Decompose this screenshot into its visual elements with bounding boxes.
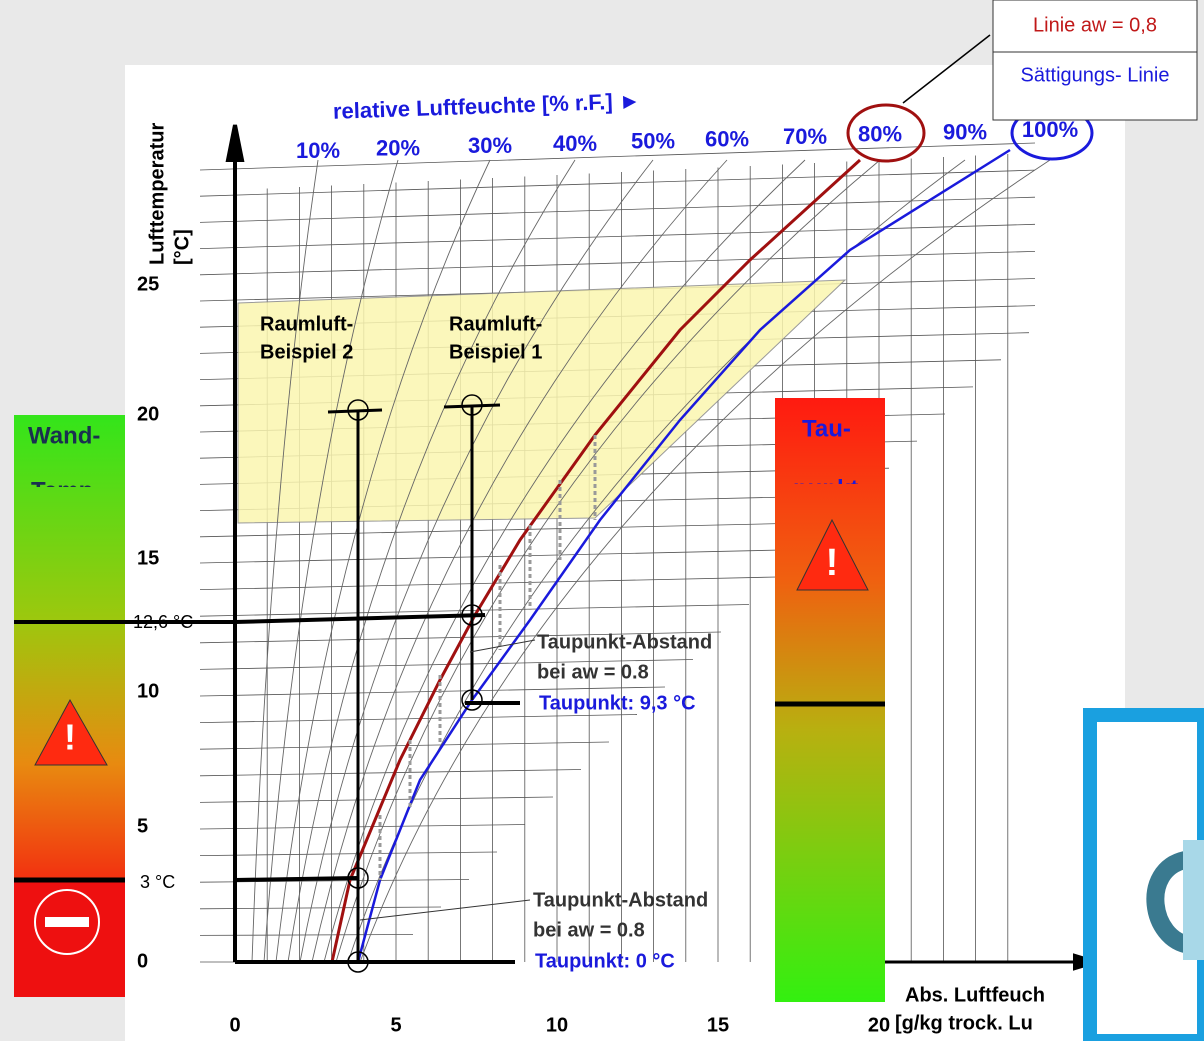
x-tick-label: 15: [707, 1014, 729, 1036]
h-grid: [199, 631, 722, 644]
highlight: [846, 103, 926, 163]
rh-label: 50%: [631, 129, 675, 154]
wall-label-clip: Temp.: [31, 477, 100, 504]
y-tick-label: 5: [137, 815, 148, 837]
rh-label: 30%: [468, 133, 512, 158]
h-grid: [199, 549, 806, 564]
h-grid: [199, 604, 750, 617]
y-tick-label: 20: [137, 403, 159, 425]
y-tick-label: 0: [137, 950, 148, 972]
x-axis-title: [g/kg trock. Lu: [895, 1012, 1033, 1034]
h-grid: [199, 714, 638, 723]
room-label: Raumluft-: [260, 313, 353, 335]
h-grid: [199, 686, 666, 697]
rh-label: 40%: [553, 131, 597, 156]
wall-label: Temp.: [31, 477, 100, 504]
rh-label: 90%: [943, 119, 987, 144]
warning-mark: !: [64, 717, 76, 758]
saturation-line: [356, 148, 1011, 963]
y-tick-label: 15: [137, 547, 159, 569]
x-tick-label: 0: [229, 1014, 240, 1036]
h-grid: [199, 196, 1036, 223]
rh-label: 20%: [376, 136, 420, 161]
h-grid: [199, 251, 1036, 276]
x-axis-title: Abs. Luftfeuch: [905, 984, 1045, 1006]
dew-bar: [775, 398, 885, 1002]
room-label: Beispiel 2: [260, 341, 353, 363]
annotation: Taupunkt-Abstand: [533, 889, 708, 911]
legend-box: [992, 51, 1198, 121]
rh-label: 100%: [1022, 117, 1078, 142]
h-grid: [199, 741, 610, 750]
annotation: bei aw = 0.8: [533, 919, 645, 941]
wall-label: Wand-: [28, 422, 100, 449]
annotation: bei aw = 0.8: [537, 661, 649, 683]
dew-label-clip: punkt: [793, 475, 858, 502]
annotation-dew: Taupunkt: 0 °C: [535, 950, 675, 972]
warning-mark: !: [826, 542, 839, 584]
h-grid: [199, 142, 1036, 171]
x-tick-label: 10: [546, 1014, 568, 1036]
rh-line: [263, 159, 399, 963]
annotation: Taupunkt-Abstand: [537, 631, 712, 653]
logo: [1146, 851, 1193, 954]
rh-label: 80%: [858, 122, 902, 147]
leader: [469, 639, 536, 653]
h-grid: [199, 522, 834, 538]
legend-leader: [902, 34, 991, 104]
legend-aw: Linie aw = 0,8: [1033, 14, 1157, 36]
h-grid: [199, 659, 694, 670]
y-mark: 12,6 °C: [133, 612, 193, 632]
h-grid: [199, 576, 778, 590]
rh-line: [311, 159, 728, 963]
minus-bar: [45, 917, 89, 927]
warning-icon: [34, 698, 108, 766]
room-label: Raumluft-: [449, 313, 542, 335]
annotation-dew: Taupunkt: 9,3 °C: [539, 692, 696, 714]
logo: [1183, 840, 1204, 960]
room-label: Beispiel 1: [449, 341, 542, 363]
h-grid: [199, 223, 1036, 249]
h-grid: [199, 769, 582, 777]
rh-label: 70%: [783, 124, 827, 149]
rh-line: [299, 159, 654, 963]
x-tick-label: 20: [868, 1014, 890, 1036]
y-axis-title: [°C]: [171, 229, 193, 265]
distance-arrows: [378, 435, 597, 880]
rh-line: [359, 159, 1051, 963]
rh-line: [275, 159, 491, 963]
room-labels: Raumluft- Beispiel 2 Raumluft- Beispiel …: [260, 313, 542, 363]
dew-label: punkt: [793, 475, 858, 502]
y-mark: 3 °C: [140, 872, 175, 892]
h-grid: [199, 906, 442, 910]
h-grid: [199, 851, 498, 856]
x-tick-label: 5: [390, 1014, 401, 1036]
rh-label: 60%: [705, 126, 749, 151]
aw-line: [330, 158, 862, 963]
rh-line: [335, 159, 881, 963]
y-tick-label: 10: [137, 680, 159, 702]
rh-line: [287, 159, 576, 963]
rh-line: [251, 159, 319, 963]
rh-line: [323, 159, 806, 963]
dew-label: Tau-: [802, 415, 851, 442]
leader: [359, 899, 531, 921]
h-grid: [199, 169, 1036, 197]
h-grid: [199, 824, 526, 830]
axis-labels: 10% 20% 30% 40% 50% 60% 70% 80% 90% 100% 0 5 10 15 20 2…: [137, 117, 1078, 1036]
legend-saturation: Sättigungs- Linie: [1021, 64, 1170, 86]
y-tick-label: 25: [137, 273, 159, 295]
warning-icon: [796, 518, 869, 591]
rh-label: 10%: [296, 138, 340, 163]
y-axis-title: Lufttemperatur: [146, 123, 168, 265]
